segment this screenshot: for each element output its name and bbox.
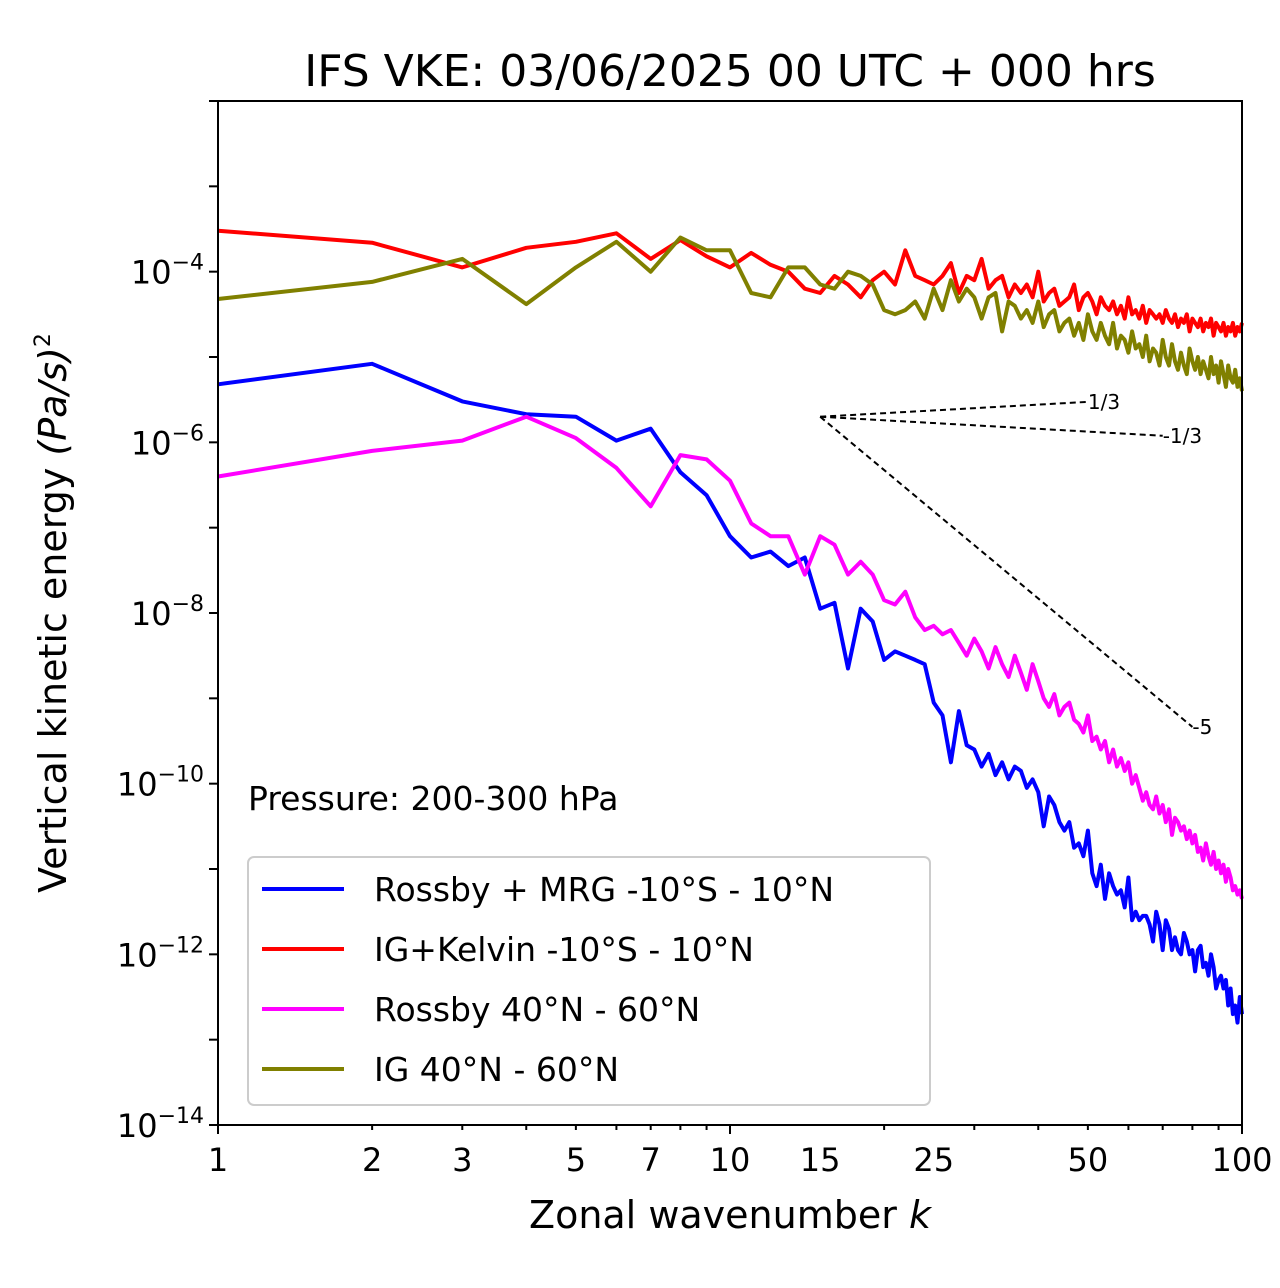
reference-slope-label-2: -1/3 — [1163, 424, 1202, 448]
plot-area: 1/3-1/3-5 1 2 3 5 7 10 15 25 50 100 10−410−610−81… — [117, 100, 1273, 1179]
y-tick-label: 10−10 — [117, 763, 204, 804]
legend-label-4: IG 40°N - 60°N — [374, 1050, 619, 1089]
reference-slope-line-2 — [820, 415, 1163, 437]
legend-items: Rossby + MRG -10°S - 10°N IG+Kelvin -10°S… — [262, 870, 834, 1089]
y-tick-label: 10−14 — [117, 1104, 204, 1145]
x-tick-label: 7 — [641, 1141, 661, 1179]
x-tick-label: 3 — [452, 1141, 472, 1179]
legend-label-2: IG+Kelvin -10°S - 10°N — [374, 930, 754, 969]
y-tick-label: 10−4 — [131, 251, 204, 292]
x-axis-label: Zonal wavenumber k — [529, 1193, 933, 1237]
series-layer — [217, 228, 1244, 1025]
x-axis-variable: k — [909, 1193, 933, 1237]
legend-label-1: Rossby + MRG -10°S - 10°N — [374, 870, 834, 909]
x-tick-label: 50 — [1068, 1141, 1109, 1179]
x-tick-label: 15 — [800, 1141, 841, 1179]
chart-title: IFS VKE: 03/06/2025 00 UTC + 000 hrs — [304, 46, 1156, 97]
reference-slope-label-1: 1/3 — [1088, 390, 1120, 414]
legend: Rossby + MRG -10°S - 10°N IG+Kelvin -10°S… — [247, 856, 931, 1106]
x-tick-label: 25 — [913, 1141, 954, 1179]
y-tick-label: 10−8 — [131, 592, 204, 633]
y-tick-label: 10−6 — [131, 421, 204, 462]
y-axis-unit-exponent: 2 — [31, 333, 56, 347]
legend-label-3: Rossby 40°N - 60°N — [374, 990, 700, 1029]
x-axis-ticks: 1 2 3 5 7 10 15 25 50 100 — [208, 1125, 1273, 1179]
reference-slope-label-3: -5 — [1192, 715, 1212, 739]
reference-slope-line-3 — [819, 415, 1194, 728]
x-tick-label: 5 — [566, 1141, 586, 1179]
y-axis-ticks: 10−4 10−6 10−8 10−10 10−12 10−14 — [117, 100, 218, 1145]
x-tick-label: 100 — [1211, 1141, 1272, 1179]
y-axis-label-text: Vertical kinetic energy — [31, 468, 75, 893]
x-axis-label-text: Zonal wavenumber — [529, 1193, 897, 1237]
y-tick-label: 10−12 — [117, 933, 204, 974]
series-line-1 — [217, 361, 1244, 1025]
legend-box — [247, 856, 931, 1106]
x-tick-label: 2 — [362, 1141, 382, 1179]
series-line-2 — [217, 228, 1244, 338]
pressure-annotation: Pressure: 200-300 hPa — [248, 779, 618, 818]
reference-slope-layer: 1/3 -1/3 -5 — [819, 390, 1212, 739]
reference-slope-line-1 — [820, 400, 1088, 418]
series-line-4 — [217, 235, 1244, 392]
y-axis-unit: (Pa/s) — [31, 347, 75, 455]
series-line-3 — [217, 414, 1244, 900]
x-tick-label: 10 — [710, 1141, 751, 1179]
x-tick-label: 1 — [208, 1141, 228, 1179]
y-axis-label: Vertical kinetic energy (Pa/s)2 — [31, 333, 75, 893]
